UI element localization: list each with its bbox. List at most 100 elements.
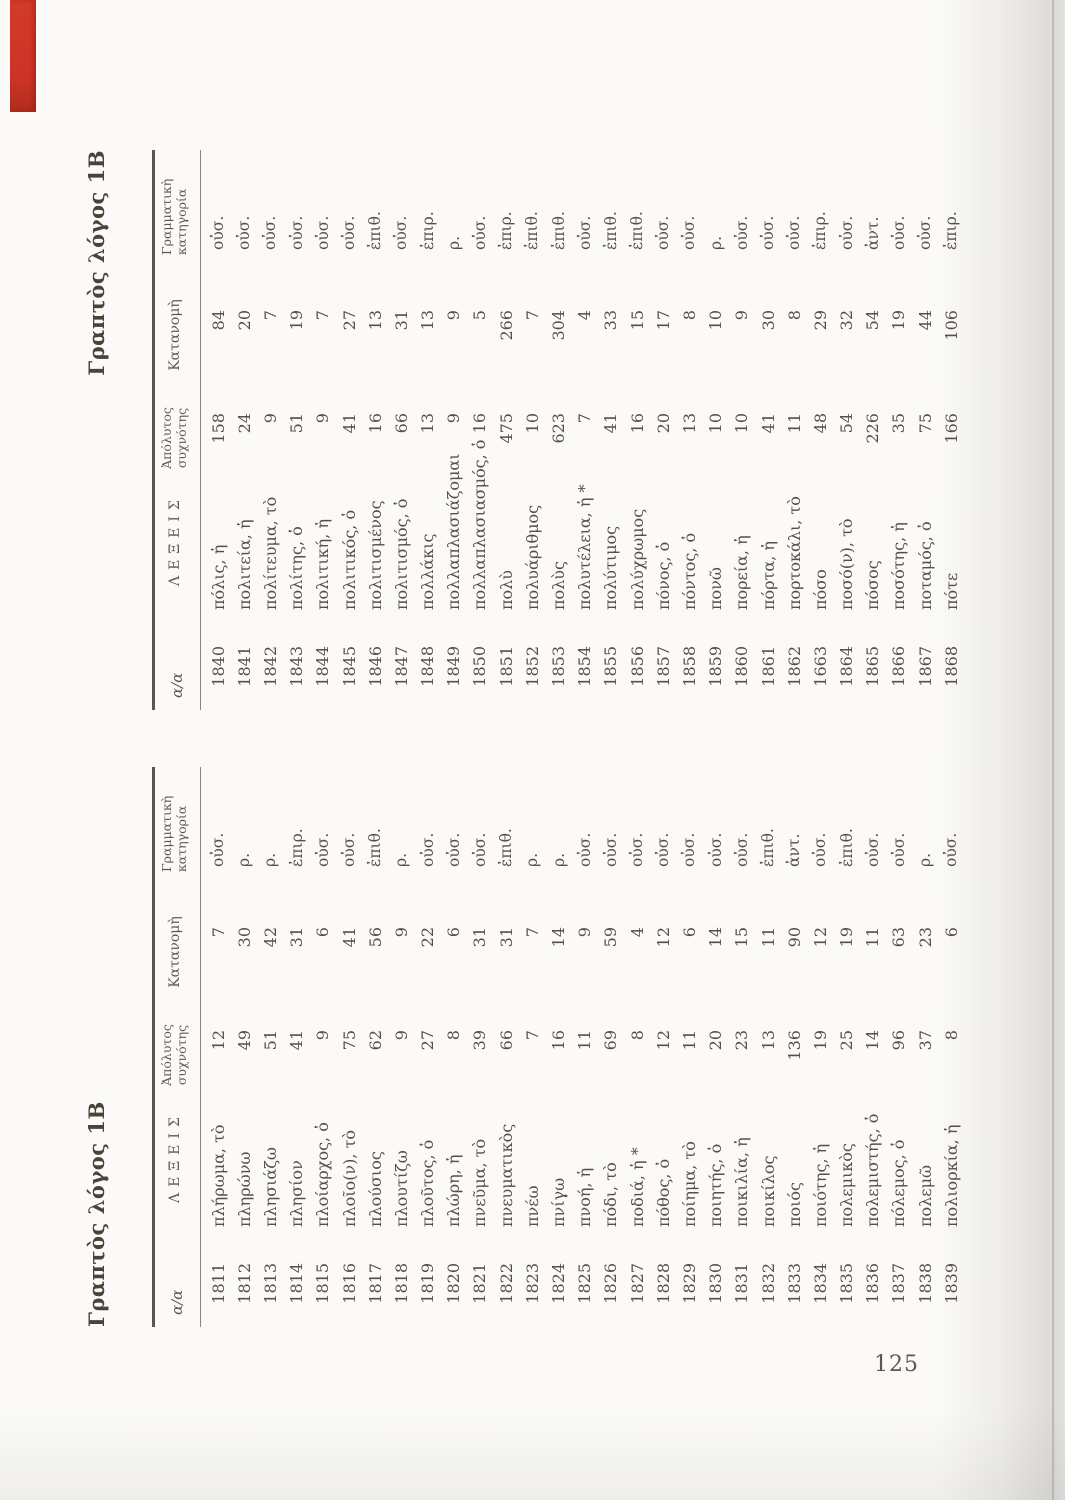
table-row: 1818 πλουτίζω 9 9 ρ. — [388, 767, 414, 1327]
cell-distribution: 31 — [287, 927, 307, 948]
cell-grammar: οὐσ. — [601, 832, 620, 867]
cell-lexeme: πολιτεία, ἡ — [234, 519, 254, 610]
cell-index: 1818 — [391, 1263, 411, 1304]
cell-grammar: οὐσ. — [942, 832, 961, 867]
table-row: 1865 πόσος 226 54 ἀντ. — [860, 150, 886, 710]
cell-grammar: ἐπιθ. — [523, 211, 542, 250]
table-row: 1838 πολεμῶ 37 23 ρ. — [912, 767, 938, 1327]
cell-grammar: οὐσ. — [261, 215, 280, 250]
cell-frequency: 475 — [496, 413, 516, 444]
cell-grammar: οὐσ. — [759, 215, 778, 250]
cell-distribution: 27 — [339, 310, 359, 331]
cell-frequency: 623 — [549, 413, 569, 444]
table-row: 1817 πλούσιος 62 56 ἐπιθ. — [362, 767, 388, 1327]
cell-lexeme: πολλαπλασιασμός, ὁ — [470, 439, 490, 610]
cell-distribution: 4 — [627, 927, 647, 938]
cell-index: 1865 — [863, 646, 883, 687]
cell-grammar: οὐσ. — [628, 832, 647, 867]
cell-index: 1866 — [889, 646, 909, 687]
table-row: 1868 πότε 166 106 ἐπιρ. — [938, 150, 964, 710]
cell-distribution: 17 — [653, 310, 673, 331]
cell-index: 1861 — [758, 646, 778, 687]
cell-frequency: 75 — [915, 413, 935, 434]
cell-lexeme: πλώρη, ἡ — [444, 1154, 464, 1227]
cell-frequency: 24 — [234, 413, 254, 434]
cell-grammar: οὐσ. — [313, 832, 332, 867]
cell-index: 1847 — [391, 646, 411, 687]
table-row: 1826 πόδι, τὸ 69 59 οὐσ. — [598, 767, 624, 1327]
cell-lexeme: ποιητής, ὁ — [706, 1143, 726, 1227]
cell-lexeme: ποικίλος — [758, 1155, 778, 1227]
cell-frequency: 16 — [627, 413, 647, 434]
cell-distribution: 29 — [810, 310, 830, 331]
cell-distribution: 12 — [653, 927, 673, 948]
cell-frequency: 96 — [889, 1030, 909, 1051]
cell-frequency: 158 — [208, 413, 228, 444]
col-header-index: α/α — [168, 1289, 186, 1315]
cell-lexeme: πλήρωμα, τὸ — [208, 1124, 228, 1227]
cell-lexeme: ποικιλία, ἡ — [732, 1137, 752, 1227]
table-row: 1843 πολίτης, ὁ 51 19 οὐσ. — [284, 150, 310, 710]
cell-distribution: 32 — [837, 310, 857, 331]
table-row: 1831 ποικιλία, ἡ 23 15 οὐσ. — [729, 767, 755, 1327]
cell-grammar: οὐσ. — [889, 832, 908, 867]
cell-lexeme: πολίτης, ὁ — [287, 526, 307, 610]
cell-frequency: 16 — [470, 413, 490, 434]
cell-grammar: οὐσ. — [287, 215, 306, 250]
cell-index: 1812 — [234, 1263, 254, 1304]
cell-distribution: 7 — [208, 927, 228, 938]
red-bookmark-tab — [10, 0, 36, 112]
cell-frequency: 16 — [365, 413, 385, 434]
cell-grammar: ἐπιθ. — [366, 211, 385, 250]
cell-distribution: 44 — [915, 310, 935, 331]
cell-index: 1848 — [418, 646, 438, 687]
cell-frequency: 10 — [522, 413, 542, 434]
cell-grammar: οὐσ. — [418, 832, 437, 867]
table-body: 1811 πλήρωμα, τὸ 12 7 οὐσ. 1812 πληρώνω 49 30 ρ. 1… — [205, 767, 964, 1327]
cell-index: 1841 — [234, 646, 254, 687]
cell-distribution: 15 — [732, 927, 752, 948]
cell-frequency: 20 — [706, 1030, 726, 1051]
cell-grammar: ἐπιθ. — [837, 828, 856, 867]
cell-frequency: 41 — [601, 413, 621, 434]
cell-grammar: οὐσ. — [209, 215, 228, 250]
cell-index: 1836 — [863, 1263, 883, 1304]
cell-grammar: ἐπιρ. — [418, 211, 437, 250]
cell-lexeme: πότε — [941, 572, 961, 610]
cell-frequency: 62 — [365, 1030, 385, 1051]
cell-grammar: οὐσ. — [470, 215, 489, 250]
cell-frequency: 23 — [732, 1030, 752, 1051]
cell-distribution: 19 — [889, 310, 909, 331]
cell-lexeme: πολλάκις — [418, 533, 438, 610]
table-row: 1824 πνίγω 16 14 ρ. — [545, 767, 571, 1327]
cell-index: 1819 — [418, 1263, 438, 1304]
cell-index: 1867 — [915, 646, 935, 687]
cell-grammar: οὐσ. — [444, 832, 463, 867]
col-header-lexeis: ΛΕΞΕΙΣ — [167, 1111, 183, 1203]
cell-grammar: ρ. — [392, 852, 411, 867]
cell-distribution: 20 — [234, 310, 254, 331]
cell-lexeme: πόρτα, ἡ — [758, 541, 778, 610]
cell-lexeme: πολεμιστής, ὁ — [863, 1113, 883, 1227]
cell-frequency: 41 — [339, 413, 359, 434]
cell-grammar: ἀντ. — [785, 833, 804, 867]
cell-frequency: 10 — [706, 413, 726, 434]
cell-lexeme: πονῶ — [706, 567, 726, 610]
cell-distribution: 31 — [470, 927, 490, 948]
cell-index: 1832 — [758, 1263, 778, 1304]
table-row: 1821 πνεῦμα, τὸ 39 31 οὐσ. — [467, 767, 493, 1327]
cell-distribution: 59 — [601, 927, 621, 948]
cell-lexeme: ποταμός, ὁ — [915, 521, 935, 610]
cell-lexeme: πλησιάζω — [260, 1147, 280, 1227]
cell-frequency: 10 — [732, 413, 752, 434]
cell-lexeme: πνοή, ἡ — [575, 1167, 595, 1227]
cell-grammar: ρ. — [523, 852, 542, 867]
cell-frequency: 66 — [496, 1030, 516, 1051]
cell-lexeme: πλοίαρχος, ὁ — [313, 1122, 333, 1227]
cell-distribution: 13 — [365, 310, 385, 331]
cell-grammar: οὐσ. — [235, 215, 254, 250]
cell-distribution: 90 — [784, 927, 804, 948]
cell-distribution: 19 — [837, 927, 857, 948]
cell-distribution: 7 — [313, 310, 333, 321]
cell-frequency: 11 — [784, 413, 804, 434]
